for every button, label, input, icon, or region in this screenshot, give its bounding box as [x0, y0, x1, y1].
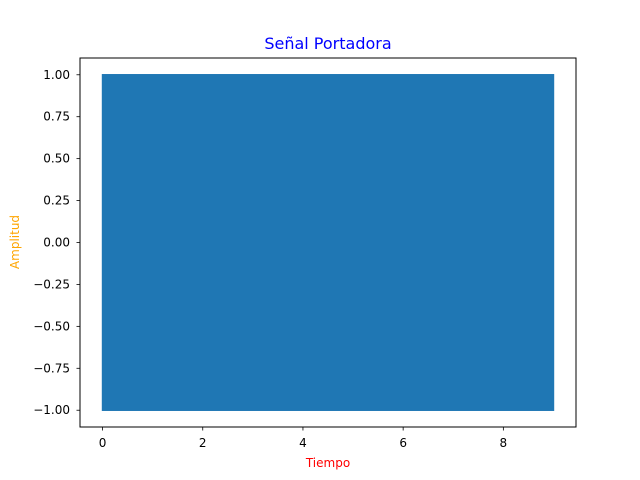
plot-area [79, 57, 577, 428]
x-tick-label: 2 [199, 436, 207, 450]
x-tick-label: 0 [99, 436, 107, 450]
y-axis-title: Amplitud [8, 215, 22, 269]
series-line-0 [101, 74, 555, 411]
series-layer [101, 74, 555, 411]
y-tick-label: −0.75 [33, 361, 70, 375]
y-tick-label: 1.00 [43, 68, 70, 82]
chart-title: Señal Portadora [264, 34, 391, 53]
y-axis-ticks: 1.00 0.75 0.50 0.25 0.00 −0.25 −0.50 −0.75 −1.00 [33, 68, 80, 417]
y-tick-label: −1.00 [33, 403, 70, 417]
y-tick-label: 0.75 [43, 110, 70, 124]
x-axis-ticks: 0 2 4 6 8 [99, 427, 507, 450]
y-tick-label: 0.50 [43, 152, 70, 166]
x-tick-label: 4 [299, 436, 307, 450]
y-tick-label: 0.00 [43, 236, 70, 250]
y-tick-label: 0.25 [43, 194, 70, 208]
x-axis-title: Tiempo [305, 456, 350, 470]
x-tick-label: 8 [500, 436, 508, 450]
x-tick-label: 6 [399, 436, 407, 450]
y-tick-label: −0.25 [33, 277, 70, 291]
y-tick-label: −0.50 [33, 319, 70, 333]
